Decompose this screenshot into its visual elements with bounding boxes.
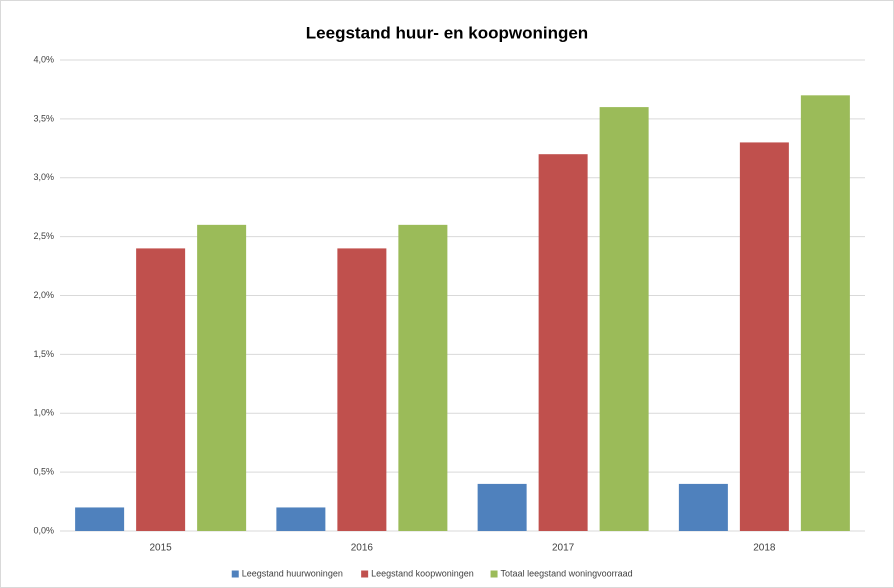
bar [197,224,247,531]
y-tick-label: 0,0% [33,525,54,535]
legend-label: Totaal leegstand woningvoorraad [501,568,633,578]
y-tick-label: 3,0% [33,172,54,182]
legend-swatch [231,570,239,578]
y-tick-label: 2,5% [33,231,54,241]
bar [800,95,850,531]
bar [477,483,527,531]
bar [599,107,649,531]
x-tick-label: 2015 [150,543,173,554]
y-tick-label: 1,0% [33,408,54,418]
y-tick-label: 0,5% [33,467,54,477]
bar [276,507,326,531]
bar [678,483,728,531]
legend-label: Leegstand koopwoningen [371,568,474,578]
x-tick-label: 2016 [351,543,374,554]
legend-swatch [490,570,498,578]
y-tick-label: 3,5% [33,113,54,123]
x-tick-label: 2018 [753,543,776,554]
bar [538,154,588,531]
chart-title: Leegstand huur- en koopwoningen [306,23,588,42]
bar [739,142,789,532]
bar [75,507,125,531]
legend-swatch [361,570,369,578]
y-tick-label: 2,0% [33,290,54,300]
y-tick-label: 4,0% [33,54,54,64]
y-tick-label: 1,5% [33,349,54,359]
x-tick-label: 2017 [552,543,575,554]
bar [136,248,186,531]
bar [337,248,387,531]
legend-label: Leegstand huurwoningen [242,568,343,578]
bar [398,224,448,531]
